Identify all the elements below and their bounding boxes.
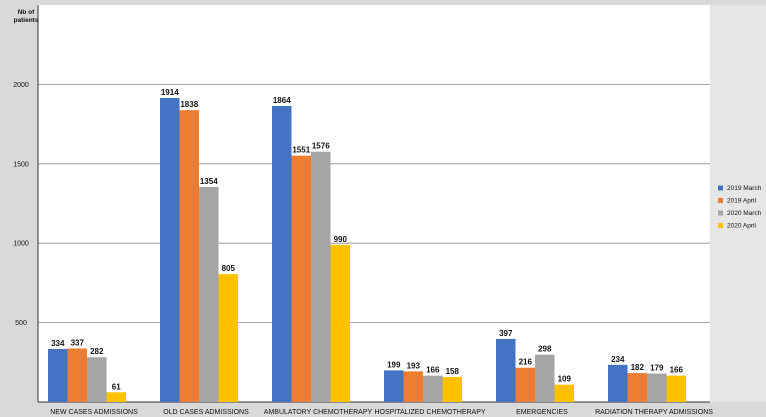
data-label: 1551 [292,146,310,155]
data-label: 179 [650,364,664,373]
bar [384,370,404,402]
data-label: 193 [407,361,421,370]
data-label: 216 [519,358,533,367]
data-label: 397 [499,329,513,338]
bar [48,348,68,402]
y-tick-label: 1500 [13,161,29,168]
x-tick-label: EMERGENCIES [516,409,568,416]
bar [627,373,647,402]
y-axis-label-line1: Nb of [18,9,35,16]
data-label: 1354 [200,177,218,186]
data-label: 109 [558,375,572,384]
bars [48,98,686,403]
y-tick-labels: 500 1000 1500 2000 [13,82,29,327]
bar [515,367,535,402]
bar [199,186,219,402]
data-label: 334 [51,339,65,348]
data-label: 234 [611,355,625,364]
bar [554,384,574,402]
legend: 2019 March 2019 April 2020 March 2020 April [718,185,762,230]
gridlines [38,84,710,324]
y-tick-label: 1000 [13,241,29,248]
bar [496,338,516,402]
data-label: 158 [446,367,460,376]
bar [442,376,462,402]
x-tick-label: HOSPITALIZED CHEMOTHERAPY [374,409,485,416]
legend-label: 2019 April [727,198,756,205]
data-label: 1914 [161,88,179,97]
x-tick-labels: NEW CASES ADMISSIONS OLD CASES ADMISSIONS… [50,409,713,416]
bar [160,98,180,403]
bar [311,151,331,402]
data-label: 166 [670,366,684,375]
x-tick-label: OLD CASES ADMISSIONS [163,409,249,416]
bar [647,373,667,402]
bar [87,357,107,402]
bar [666,375,686,402]
data-label: 298 [538,345,552,354]
data-label: 182 [631,363,645,372]
legend-panel [710,5,766,402]
legend-swatch [718,198,723,203]
bar [179,110,199,402]
bar [106,392,126,402]
data-label: 1576 [312,142,330,151]
legend-label: 2020 March [727,210,762,217]
data-label: 199 [387,360,401,369]
bar [67,348,87,402]
legend-label: 2019 March [727,185,762,192]
legend-swatch [718,210,723,216]
legend-swatch [718,223,723,228]
y-axis-label-line2: patients [14,17,39,24]
bar [330,244,350,402]
data-label: 805 [222,264,236,273]
legend-swatch [718,185,723,191]
bar [291,155,311,402]
data-label: 1864 [273,96,291,105]
legend-label: 2020 April [727,223,756,230]
axes [37,5,710,403]
bar [423,375,443,402]
bar [608,364,628,402]
bar [535,354,555,402]
x-tick-label: RADIATION THERAPY ADMISSIONS [595,409,713,416]
bar [218,274,238,402]
bar [272,105,292,403]
data-label: 1838 [180,100,198,109]
plot-area [38,5,710,402]
data-label: 166 [426,366,440,375]
data-label: 337 [71,338,85,347]
x-tick-label: AMBULATORY CHEMOTHERAPY [264,409,373,416]
y-tick-label: 500 [15,320,27,327]
data-label: 61 [112,382,121,391]
data-label: 282 [90,347,104,356]
data-label: 990 [334,235,348,244]
bar [403,371,423,402]
y-tick-label: 2000 [13,82,29,89]
x-tick-label: NEW CASES ADMISSIONS [50,409,138,416]
